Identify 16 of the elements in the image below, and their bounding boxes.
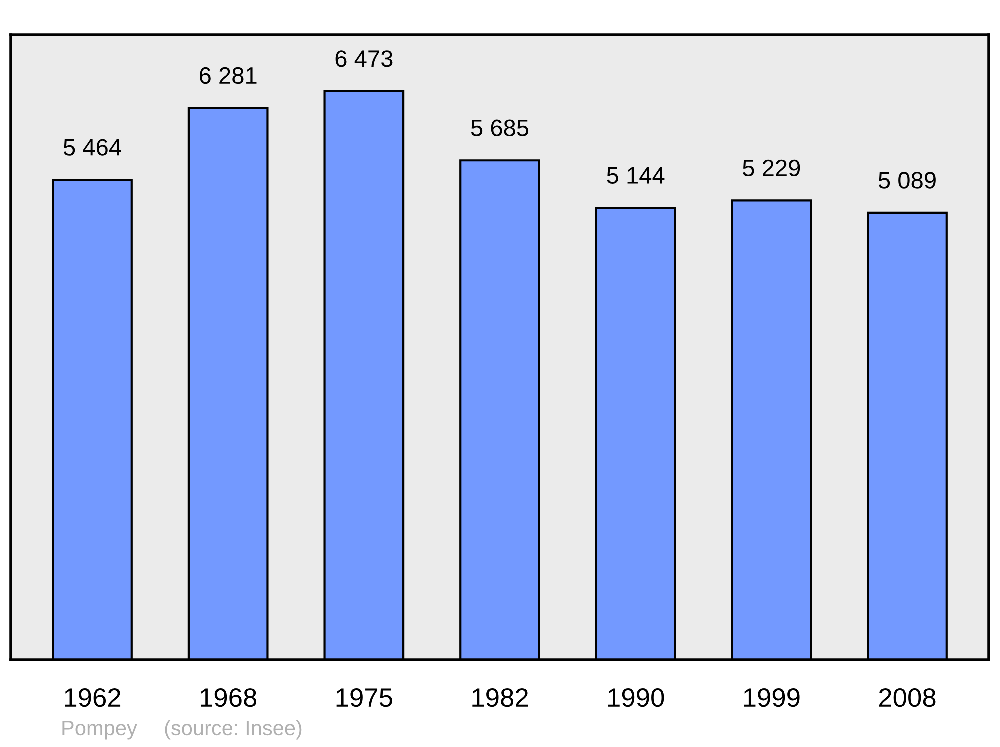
data-label: 5 685 (471, 120, 529, 137)
data-label: 5 229 (743, 160, 800, 177)
data-label: 5 089 (878, 172, 936, 189)
x-tick-label: 2008 (879, 688, 936, 708)
data-label: 6 281 (200, 67, 257, 84)
x-tick-label: 1990 (608, 688, 664, 708)
data-label: 6 473 (336, 50, 393, 68)
x-tick-label: 1999 (744, 688, 800, 708)
text: (source: Insee) (165, 720, 302, 740)
x-tick-label: 1968 (200, 688, 257, 708)
text: Pompey (62, 721, 138, 740)
data-label: 5 144 (607, 168, 665, 184)
x-tick-label: 1975 (336, 688, 392, 708)
data-label: 5 464 (64, 139, 122, 156)
x-tick-label: 1962 (65, 688, 121, 708)
x-tick-label: 1982 (472, 688, 528, 708)
